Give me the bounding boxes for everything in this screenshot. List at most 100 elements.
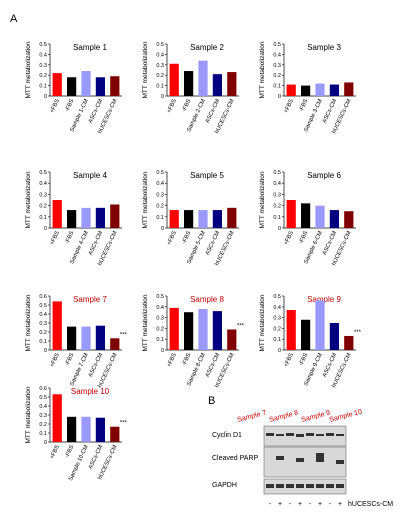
chart-title: Sample 1 <box>73 43 107 52</box>
bar <box>227 72 237 96</box>
y-tick-label: 0.2 <box>273 73 281 79</box>
y-tick-label: 0 <box>278 226 281 232</box>
y-tick-label: 0.1 <box>39 84 47 90</box>
x-tick-label: ASCs-CM <box>88 98 104 124</box>
y-tick-label: 0.4 <box>39 312 47 318</box>
y-tick-label: 0.3 <box>156 316 164 322</box>
y-tick-label: 0.1 <box>156 215 164 221</box>
y-axis-label: MTT metabolization <box>25 41 32 98</box>
bar <box>315 205 325 228</box>
chart-title: Sample 4 <box>73 171 107 180</box>
bar <box>169 307 179 350</box>
y-tick-label: 0.1 <box>273 215 281 221</box>
bar <box>95 325 106 350</box>
y-tick-label: 0.1 <box>39 431 47 437</box>
chart-title: Sample 9 <box>307 295 341 304</box>
y-axis-label: MTT metabolization <box>142 294 149 351</box>
x-tick-label: ASCs-CM <box>205 230 221 256</box>
y-tick-label: 0.4 <box>156 181 164 187</box>
bar <box>329 210 340 228</box>
y-tick-label: 0.1 <box>273 337 281 343</box>
y-tick-label: 0.4 <box>273 305 281 311</box>
x-tick-label: -FBS <box>181 352 192 367</box>
panel-label: A <box>10 13 18 25</box>
x-tick-label: +FBS <box>166 98 178 114</box>
y-tick-label: 0.2 <box>156 204 164 210</box>
bar <box>212 210 223 228</box>
bar <box>198 308 208 350</box>
bar <box>81 416 91 442</box>
x-tick-label: -FBS <box>64 352 75 367</box>
blot-strip <box>263 425 347 447</box>
significance: *** <box>237 323 245 329</box>
bar <box>95 207 106 228</box>
bar <box>300 85 311 96</box>
bar <box>52 394 62 442</box>
blot-sample: Sample 8 <box>269 409 299 423</box>
bar <box>169 210 179 228</box>
y-tick-label: 0 <box>278 348 281 354</box>
blot-sign: - <box>329 501 332 508</box>
y-tick-label: 0.5 <box>39 395 47 401</box>
western-blot: Sample 7 Sample 8 Sample 9 Sample 10 Cyc… <box>212 408 393 508</box>
y-tick-label: 0.1 <box>156 84 164 90</box>
y-axis-label: MTT metabolization <box>142 41 149 98</box>
bar <box>329 84 340 96</box>
x-tick-label: -FBS <box>64 98 75 113</box>
y-axis-label: MTT metabolization <box>25 386 32 443</box>
blot-sign: - <box>269 501 272 508</box>
x-tick-label: +FBS <box>166 352 178 368</box>
bar <box>315 300 325 350</box>
bar <box>52 200 62 228</box>
bar <box>300 319 311 350</box>
y-tick-label: 0.6 <box>39 386 47 392</box>
y-tick-label: 0.3 <box>39 192 47 198</box>
y-tick-label: 0 <box>44 94 47 100</box>
blot-sign: + <box>298 501 302 508</box>
blot-sign: - <box>309 501 312 508</box>
blot-sign: + <box>278 501 282 508</box>
x-tick-label: +FBS <box>166 230 178 246</box>
y-axis-label: MTT metabolization <box>259 294 266 351</box>
y-tick-label: 0.4 <box>156 305 164 311</box>
y-axis-label: MTT metabolization <box>259 171 266 228</box>
bar <box>344 335 354 350</box>
y-tick-label: 0.4 <box>39 52 47 58</box>
bar <box>198 60 208 96</box>
bar <box>227 207 237 228</box>
bar <box>315 83 325 96</box>
x-tick-label: ASCs-CM <box>88 444 104 470</box>
bar <box>110 338 120 350</box>
y-tick-label: 0.5 <box>39 303 47 309</box>
bar <box>286 84 296 96</box>
significance: *** <box>120 421 128 427</box>
bar <box>183 312 194 350</box>
chart-title: Sample 2 <box>190 43 224 52</box>
bar <box>110 204 120 228</box>
y-axis-label: MTT metabolization <box>142 171 149 228</box>
x-tick-label: +FBS <box>49 444 61 460</box>
y-tick-label: 0.1 <box>273 84 281 90</box>
y-tick-label: 0.5 <box>156 294 164 300</box>
x-tick-label: ASCs-CM <box>88 352 104 378</box>
blot-strip <box>263 446 347 478</box>
x-tick-label: ASCs-CM <box>205 98 221 124</box>
chart-title: Sample 7 <box>73 295 107 304</box>
y-tick-label: 0 <box>161 226 164 232</box>
blot-sign: - <box>289 501 292 508</box>
y-tick-label: 0.3 <box>39 413 47 419</box>
y-tick-label: 0 <box>44 440 47 446</box>
y-axis-label: MTT metabolization <box>259 41 266 98</box>
y-tick-label: 0.5 <box>273 170 281 176</box>
y-tick-label: 0.5 <box>39 42 47 48</box>
bar <box>286 200 296 228</box>
y-tick-label: 0 <box>161 94 164 100</box>
chart-title: Sample 10 <box>71 387 110 396</box>
y-tick-label: 0.2 <box>39 330 47 336</box>
y-tick-label: 0.5 <box>156 42 164 48</box>
bar <box>110 76 120 96</box>
y-tick-label: 0.5 <box>39 170 47 176</box>
y-tick-label: 0.3 <box>273 63 281 69</box>
x-tick-label: -FBS <box>64 444 75 459</box>
